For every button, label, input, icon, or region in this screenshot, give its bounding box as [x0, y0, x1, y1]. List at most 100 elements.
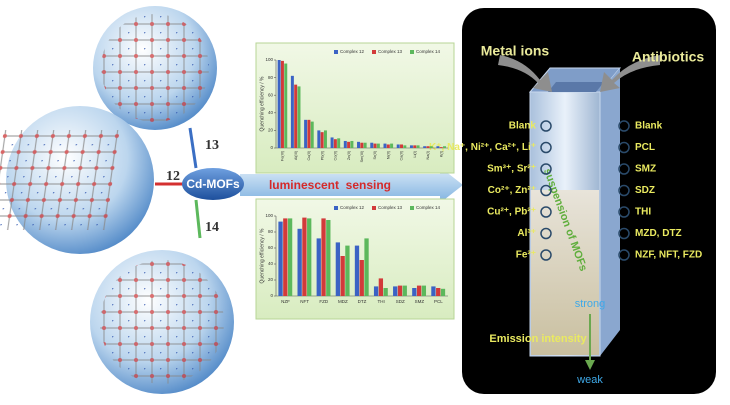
y-tick-label: 20 — [268, 277, 274, 282]
x-tick-label: PCL — [434, 299, 443, 304]
bulb-icon — [618, 184, 630, 197]
legend-swatch — [410, 50, 414, 54]
bar — [316, 238, 321, 296]
sensing-item: Cu²⁺, Pb²⁺ — [487, 207, 536, 218]
bar — [416, 285, 422, 296]
y-tick-label: 60 — [268, 245, 274, 250]
legend-swatch — [372, 206, 376, 210]
bar — [357, 141, 361, 148]
sensing-item: NZF, NFT, FZD — [635, 250, 702, 261]
antibiotics-title: Antibiotics — [632, 49, 705, 65]
bar — [413, 145, 417, 148]
bar — [326, 220, 331, 296]
bar — [436, 288, 441, 296]
weak-label: weak — [576, 374, 603, 386]
bulb-icon — [540, 184, 552, 197]
sensing-item: Fe³⁺ — [516, 250, 536, 261]
bar — [307, 119, 311, 148]
bar — [412, 288, 417, 296]
bar — [376, 143, 380, 148]
emission-label: Emission intensity — [489, 333, 587, 345]
connector-13 — [188, 127, 198, 169]
x-tick-label: Zn(II) — [347, 150, 351, 160]
bar — [323, 130, 327, 148]
bar — [400, 144, 404, 148]
bulb-icon — [540, 163, 552, 175]
bar — [397, 285, 403, 296]
bar — [280, 60, 284, 148]
bar — [347, 141, 351, 148]
bar — [335, 242, 341, 296]
bar — [302, 217, 307, 296]
x-tick-label: THI — [377, 299, 384, 304]
bulb-icon — [540, 249, 552, 261]
bar — [343, 140, 347, 148]
bar — [284, 63, 288, 148]
bar — [287, 218, 293, 296]
bar — [378, 278, 384, 296]
legend-label: Complex 13 — [378, 205, 403, 210]
x-tick-label: Li(I) — [413, 150, 417, 157]
sensing-item: Al³⁺ — [517, 228, 536, 239]
strong-label: strong — [575, 298, 606, 310]
bulb-icon — [618, 120, 630, 132]
legend-label: Complex 14 — [416, 205, 441, 210]
sensing-item: MZD, DTZ — [635, 228, 682, 239]
x-tick-label: Fe(III) — [281, 150, 285, 161]
x-tick-label: FZD — [319, 299, 328, 304]
sensing-item: Sm³⁺, Sr²⁺ — [487, 164, 536, 175]
bar — [359, 260, 364, 296]
x-tick-label: MDZ — [338, 299, 348, 304]
x-tick-label: Ca(II) — [400, 150, 404, 160]
bar — [278, 221, 283, 296]
bar — [429, 146, 433, 148]
bar — [373, 286, 379, 296]
sensing-item: Blank — [509, 121, 537, 132]
bar — [297, 228, 302, 296]
y-tick-label: 60 — [268, 92, 274, 97]
structure-14 — [90, 250, 234, 394]
bar — [421, 285, 427, 296]
x-tick-label: NZF — [281, 299, 290, 304]
bar — [393, 286, 398, 296]
x-tick-label: Na(I) — [426, 150, 430, 159]
bulb-icon — [618, 206, 630, 218]
bar — [409, 145, 413, 148]
bar — [277, 60, 281, 148]
bar — [383, 288, 388, 296]
bulb-icon — [540, 227, 552, 240]
y-axis-label: Quenching efficiency / % — [259, 76, 265, 131]
y-tick-label: 40 — [268, 110, 274, 115]
bulb-icon — [540, 120, 552, 132]
cuvette — [528, 67, 622, 357]
bulb-icon — [618, 141, 630, 154]
intensity-arrowhead — [585, 360, 595, 370]
bar — [383, 143, 387, 148]
cd-mofs-label: Cd-MOFs — [186, 177, 240, 191]
bar — [304, 119, 308, 148]
bar — [360, 142, 364, 148]
sensing-item: Blank — [635, 121, 663, 132]
y-axis-label: Quenching efficiency / % — [259, 228, 265, 283]
legend-swatch — [372, 50, 376, 54]
x-tick-label: DTZ — [358, 299, 367, 304]
y-tick-label: 20 — [268, 128, 274, 133]
bulb-icon — [618, 249, 630, 261]
bar — [310, 121, 314, 148]
bar — [363, 142, 367, 148]
arrow-in-left — [498, 55, 552, 92]
y-tick-label: 100 — [265, 213, 273, 218]
connector-14 — [194, 199, 202, 239]
y-tick-label: 100 — [265, 57, 273, 62]
bar — [330, 137, 334, 148]
bar — [317, 130, 321, 148]
bar — [337, 138, 341, 148]
bar — [350, 140, 354, 148]
bar — [426, 146, 430, 148]
bulb-icon — [540, 206, 552, 218]
legend-label: Complex 14 — [416, 49, 441, 54]
bar — [290, 75, 294, 148]
legend-swatch — [410, 206, 414, 210]
bar — [423, 146, 427, 148]
